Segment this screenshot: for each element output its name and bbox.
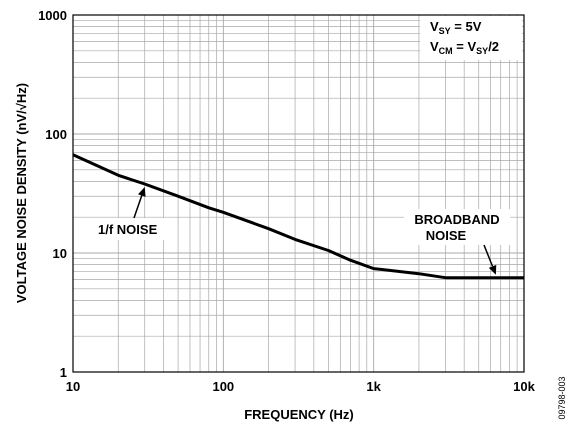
y-tick-label: 10 — [53, 246, 67, 261]
annotation-1f-noise: 1/f NOISE — [94, 187, 170, 240]
annotation-1f-background — [94, 218, 170, 240]
plot-frame — [72, 14, 525, 373]
legend-vsy: VSY = 5V — [430, 19, 482, 36]
noise-curve — [72, 153, 524, 280]
legend-vsy-label: V — [430, 19, 439, 34]
annotation-broadband-line2: NOISE — [426, 228, 467, 243]
conditions-legend: VSY = 5V VCM = VSY/2 — [420, 16, 522, 60]
annotation-broadband-background — [404, 209, 510, 245]
legend-vcm-sub2: SY — [476, 46, 488, 56]
x-axis-title: FREQUENCY (Hz) — [244, 407, 354, 422]
series-group — [72, 153, 524, 280]
legend-background — [420, 16, 522, 60]
legend-vcm-eq: = V — [453, 39, 477, 54]
legend-vsy-value: = 5V — [451, 19, 482, 34]
y-tick-label: 1 — [60, 365, 67, 380]
x-tick-labels: 10 100 1k 10k — [66, 379, 536, 394]
y-tick-label: 1000 — [38, 8, 67, 23]
figure-id: 09798-003 — [557, 376, 567, 419]
annotation-broadband-arrow — [483, 244, 494, 267]
y-axis-title: VOLTAGE NOISE DENSITY (nV/√Hz) — [14, 83, 29, 303]
annotation-broadband-arrowhead — [488, 264, 497, 275]
legend-vsy-sub: SY — [439, 26, 451, 36]
grid-lines — [73, 15, 524, 372]
annotation-1f-text: 1/f NOISE — [98, 222, 158, 237]
x-tick-label: 10k — [513, 379, 535, 394]
legend-vcm-sub: CM — [439, 46, 453, 56]
y-tick-labels: 1 10 100 1000 — [38, 8, 67, 380]
legend-vcm-label: V — [430, 39, 439, 54]
x-tick-label: 10 — [66, 379, 80, 394]
annotation-broadband-line1: BROADBAND — [414, 212, 499, 227]
annotation-1f-arrow — [133, 195, 143, 219]
annotation-broadband-noise: BROADBAND NOISE — [404, 209, 510, 275]
x-tick-label: 1k — [366, 379, 381, 394]
legend-vcm: VCM = VSY/2 — [430, 39, 499, 56]
annotation-1f-arrowhead — [138, 187, 146, 197]
y-tick-label: 100 — [45, 127, 67, 142]
x-tick-label: 100 — [212, 379, 234, 394]
legend-vcm-value: /2 — [488, 39, 499, 54]
